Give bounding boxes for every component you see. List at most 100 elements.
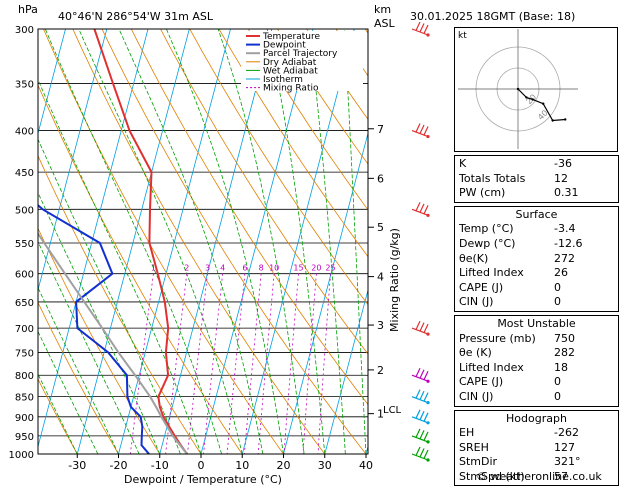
index-value: -3.4 bbox=[554, 222, 614, 237]
wind-barb-feather bbox=[424, 127, 428, 135]
hodograph-params-title: Hodograph bbox=[459, 412, 614, 427]
mixing-ratio-label: 25 bbox=[325, 264, 335, 273]
hodograph-point bbox=[564, 118, 566, 120]
mixing-ratio-label: 4 bbox=[220, 264, 225, 273]
wind-barb-point bbox=[426, 440, 429, 443]
pressure-tick-label: 700 bbox=[15, 324, 34, 335]
wind-barb-feather bbox=[420, 449, 424, 458]
temp-tick-label: 30 bbox=[318, 459, 332, 472]
pressure-tick-label: 1000 bbox=[9, 450, 34, 461]
wind-barb-feather bbox=[416, 368, 420, 377]
pressure-tick-label: 900 bbox=[15, 413, 34, 424]
asl-unit-label: ASL bbox=[374, 17, 396, 30]
temp-tick-label: 0 bbox=[198, 459, 205, 472]
temp-tick-label: 10 bbox=[235, 459, 249, 472]
mixing-ratio-label: 10 bbox=[269, 264, 279, 273]
index-label: StmDir bbox=[459, 455, 497, 470]
index-row: Dewp (°C)-12.6 bbox=[459, 237, 614, 252]
index-value: 321° bbox=[554, 455, 614, 470]
index-value: 127 bbox=[554, 441, 614, 456]
temp-tick-label: 40 bbox=[359, 459, 373, 472]
index-value: 18 bbox=[554, 361, 614, 376]
wind-barb-feather bbox=[420, 204, 424, 213]
index-row: CAPE (J)0 bbox=[459, 281, 614, 296]
index-value: 0 bbox=[554, 375, 614, 390]
index-row: CAPE (J)0 bbox=[459, 375, 614, 390]
index-label: Lifted Index bbox=[459, 266, 524, 281]
index-row: Lifted Index 26 bbox=[459, 266, 614, 281]
pressure-tick-label: 400 bbox=[15, 127, 34, 138]
pressure-tick-label: 550 bbox=[15, 239, 34, 250]
wind-barb-point bbox=[426, 214, 429, 217]
wind-barb-feather bbox=[424, 371, 428, 380]
index-value: 750 bbox=[554, 332, 614, 347]
location-label: 40°46'N 286°54'W 31m ASL bbox=[58, 10, 214, 23]
wind-barb-feather bbox=[416, 447, 420, 456]
index-label: EH bbox=[459, 426, 474, 441]
wind-barb-feather bbox=[424, 413, 428, 422]
mixing-ratio-label: 3 bbox=[205, 264, 210, 273]
wind-barb-point bbox=[426, 380, 429, 383]
wind-barb-feather bbox=[416, 321, 420, 330]
km-tick-label: 4 bbox=[377, 271, 384, 284]
lcl-label: LCL bbox=[383, 405, 402, 416]
mixing-ratio-axis-title: Mixing Ratio (g/kg) bbox=[388, 228, 401, 332]
index-value: 26 bbox=[554, 266, 614, 281]
wind-barb-feather bbox=[416, 124, 420, 132]
pressure-tick-label: 850 bbox=[15, 393, 34, 404]
wet-adiabat-line bbox=[119, 29, 263, 454]
dry-adiabat-line bbox=[0, 29, 77, 454]
wind-barb-feather bbox=[424, 25, 428, 34]
km-tick-label: 5 bbox=[377, 221, 384, 234]
wind-barb-feather bbox=[416, 429, 420, 438]
index-value: -12.6 bbox=[554, 237, 614, 252]
wind-barb-point bbox=[426, 33, 429, 36]
pressure-tick-label: 650 bbox=[15, 298, 34, 309]
index-row: StmDir 321° bbox=[459, 455, 614, 470]
temp-tick-label: 20 bbox=[277, 459, 291, 472]
index-label: PW (cm) bbox=[459, 186, 505, 201]
pressure-tick-label: 500 bbox=[15, 205, 34, 216]
datetime-label: 30.01.2025 18GMT (Base: 18) bbox=[410, 10, 575, 23]
index-value: -36 bbox=[554, 157, 614, 172]
index-label: Temp (°C) bbox=[459, 222, 514, 237]
wind-barb-feather bbox=[420, 411, 424, 420]
wind-barb-feather bbox=[416, 390, 420, 399]
km-tick-label: 7 bbox=[377, 123, 384, 136]
km-tick-label: 3 bbox=[377, 319, 384, 332]
legend-entry: Mixing Ratio bbox=[263, 84, 319, 94]
index-value: 282 bbox=[554, 346, 614, 361]
index-label: θe (K) bbox=[459, 346, 492, 361]
temp-tick-label: -10 bbox=[151, 459, 169, 472]
wind-barb-feather bbox=[424, 450, 428, 459]
index-row: Temp (°C) -3.4 bbox=[459, 222, 614, 237]
hodograph-point bbox=[517, 88, 519, 90]
wind-barb-feather bbox=[424, 393, 428, 402]
index-row: K -36 bbox=[459, 157, 614, 172]
wind-barb-feather bbox=[420, 24, 424, 33]
pressure-tick-label: 950 bbox=[15, 432, 34, 443]
temp-tick-label: -30 bbox=[68, 459, 86, 472]
mixing-ratio-label: 1 bbox=[151, 264, 156, 273]
isotherm-line bbox=[160, 29, 272, 454]
index-label: Totals Totals bbox=[459, 172, 525, 187]
km-tick-label: 6 bbox=[377, 172, 384, 185]
temperature-line bbox=[94, 29, 187, 454]
pressure-tick-label: 450 bbox=[15, 168, 34, 179]
km-tick-label: 2 bbox=[377, 364, 384, 377]
index-label: CAPE (J) bbox=[459, 281, 503, 296]
mixing-ratio-label: 15 bbox=[293, 264, 303, 273]
index-label: K bbox=[459, 157, 466, 172]
wind-barb-feather bbox=[420, 323, 424, 332]
isotherm-line bbox=[119, 29, 231, 454]
index-label: SREH bbox=[459, 441, 489, 456]
index-value: 0.31 bbox=[554, 186, 614, 201]
